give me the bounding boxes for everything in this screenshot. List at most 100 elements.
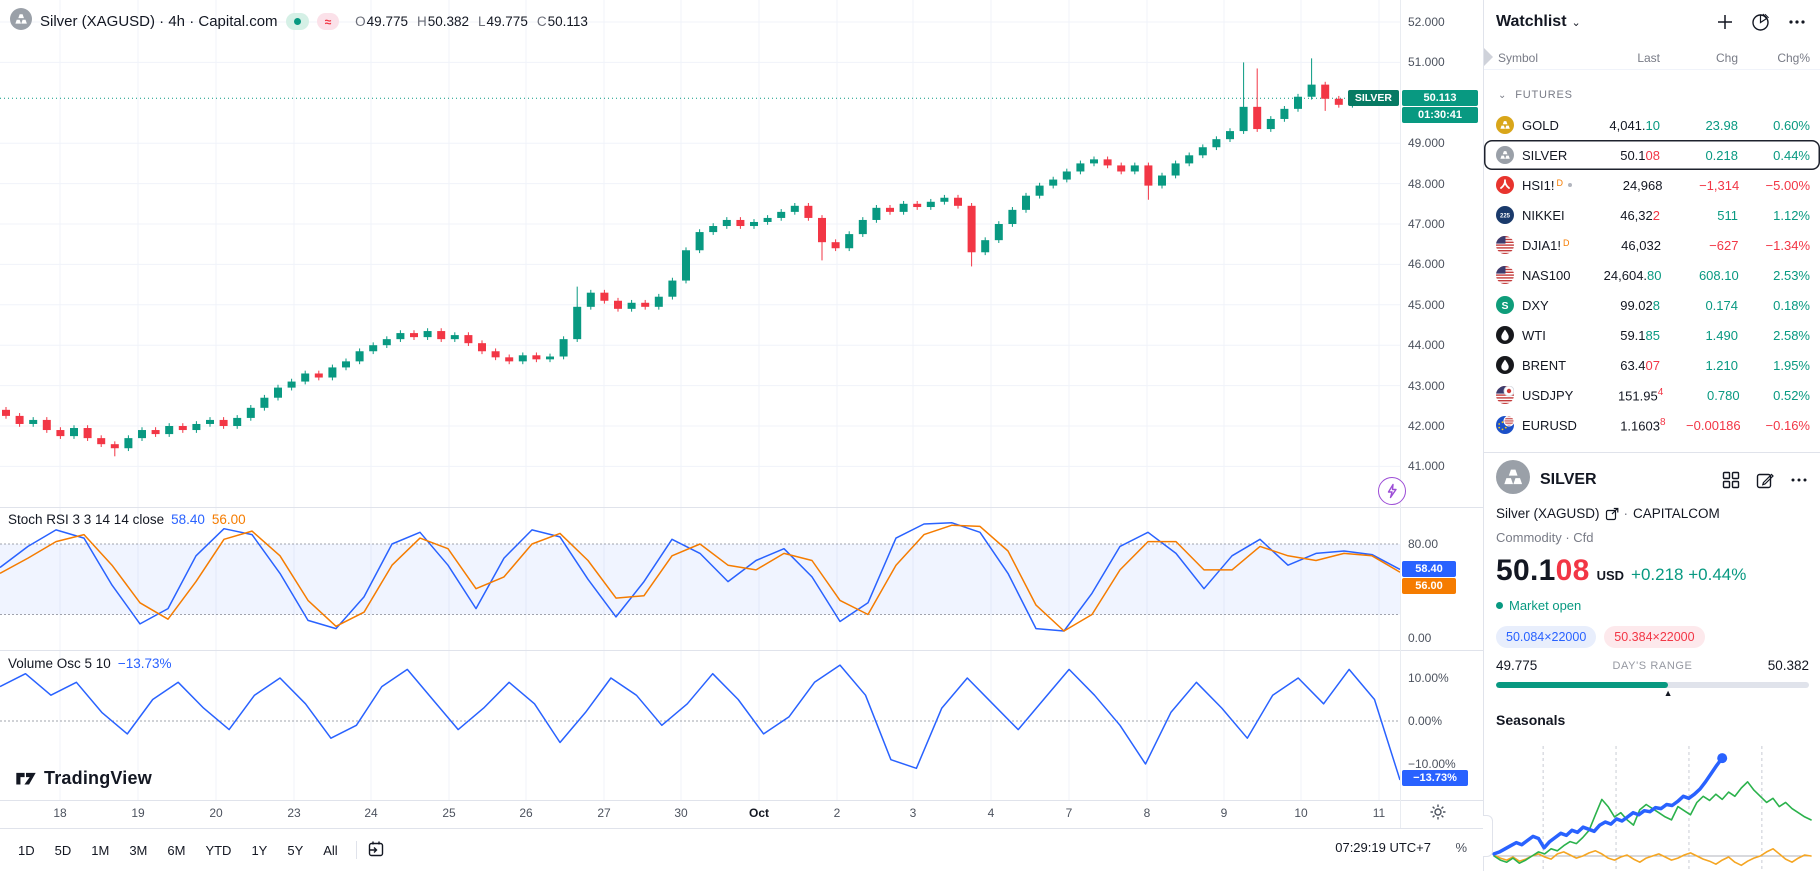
chart-region: Silver (XAGUSD) · 4h · Capital.com ≈ O49… (0, 0, 1483, 871)
watchlist-row-dxy[interactable]: S DXY 99.028 0.174 0.18% (1484, 290, 1820, 320)
pane-divider[interactable] (0, 650, 1483, 651)
range-button-1m[interactable]: 1M (91, 842, 110, 858)
timezone-clock[interactable]: 07:29:19 UTC+7 (1335, 840, 1431, 855)
ask-pill[interactable]: 50.384×22000 (1604, 626, 1705, 648)
heatmap-pie-icon[interactable] (1750, 11, 1772, 33)
price-currency: USD (1596, 568, 1625, 583)
section-futures[interactable]: ⌄ FUTURES (1484, 82, 1820, 108)
time-axis-settings-icon[interactable] (1428, 802, 1450, 824)
watchlist-symbol-name: NAS100 (1522, 267, 1571, 283)
edit-note-icon[interactable] (1755, 470, 1775, 490)
volume-osc-axis-tick: 10.00% (1408, 671, 1449, 685)
watchlist-row-nas100[interactable]: NAS100 24,604.80 608.10 2.53% (1484, 260, 1820, 290)
usflag-symbol-icon (1496, 236, 1514, 254)
time-axis-label: 24 (364, 806, 378, 820)
range-button-ytd[interactable]: YTD (205, 842, 232, 858)
time-axis-label: Oct (748, 806, 770, 820)
ohlc-item: H50.382 (416, 14, 470, 29)
watchlist-row-hsi1[interactable]: HSI1! D 24,968 −1,314 −5.00% (1484, 170, 1820, 200)
watchlist-chg: 23.98 (1705, 117, 1738, 133)
watchlist-chg-pct: 1.12% (1773, 207, 1810, 223)
instant-trading-button[interactable] (1378, 477, 1406, 505)
add-symbol-icon[interactable] (1714, 11, 1736, 33)
market-status-label: Market open (1509, 598, 1582, 613)
chevron-down-icon[interactable]: ⌄ (1571, 16, 1581, 29)
watchlist-row-wti[interactable]: WTI 59.185 1.490 2.58% (1484, 320, 1820, 350)
watchlist-title[interactable]: Watchlist (1496, 13, 1567, 30)
toolbar-divider (355, 841, 357, 859)
notification-wave-pill[interactable]: ≈ (316, 13, 340, 30)
stoch-legend[interactable]: Stoch RSI 3 3 14 14 close 58.40 56.00 (8, 512, 246, 527)
symbol-exchange[interactable]: CAPITALCOM (1633, 506, 1720, 521)
watchlist-row-silver[interactable]: SILVER 50.108 0.218 0.44% (1484, 140, 1820, 170)
watchlist-symbol-name: DXY (1522, 297, 1549, 313)
watchlist-row-brent[interactable]: BRENT 63.407 1.210 1.95% (1484, 350, 1820, 380)
stoch-rsi-canvas[interactable] (0, 507, 1400, 650)
watchlist-last: 4,041.10 (1609, 117, 1660, 133)
volume-osc-axis-tick: 0.00% (1408, 714, 1443, 728)
time-axis-label: 18 (53, 806, 67, 820)
range-button-1d[interactable]: 1D (18, 842, 35, 858)
dxy-symbol-icon: S (1496, 296, 1514, 314)
bottom-toolbar: 1D 5D 1M 3M 6M YTD 1Y 5Y All 07:29:19 UTC+7 % (0, 829, 1483, 871)
watchlist-header: Watchlist ⌄ (1484, 0, 1820, 44)
usflag-symbol-icon (1496, 266, 1514, 284)
symbol-menu-icon[interactable] (1789, 470, 1809, 490)
symbol-panel-title[interactable]: SILVER (1540, 470, 1597, 488)
seasonals-chart-canvas[interactable] (1484, 742, 1820, 871)
chart-legend-title[interactable]: Silver (XAGUSD) · 4h · Capital.com (40, 13, 278, 30)
usdjpy-symbol-icon (1496, 385, 1515, 404)
range-button-all[interactable]: All (323, 842, 338, 858)
watchlist-row-eurusd[interactable]: EURUSD 1.16038 −0.00186 −0.16% (1484, 410, 1820, 440)
range-button-6m[interactable]: 6M (167, 842, 186, 858)
volume-osc-canvas[interactable] (0, 650, 1400, 800)
ohlc-values: O49.775 H50.382 L49.775 C50.113 (355, 14, 588, 29)
price-chart-canvas[interactable] (0, 0, 1400, 507)
watchlist-menu-icon[interactable] (1786, 11, 1808, 33)
sidebar-collapse-handle[interactable] (1483, 815, 1493, 857)
oil-symbol-icon (1496, 356, 1514, 374)
flag-column-wedge-icon[interactable] (1484, 48, 1493, 66)
watchlist-chg-pct: 0.60% (1773, 117, 1810, 133)
layout-grid-icon[interactable] (1721, 470, 1741, 490)
column-chg-pct[interactable]: Chg% (1777, 50, 1810, 65)
volume-osc-axis-tick: −10.00% (1408, 757, 1456, 771)
watchlist-row-usdjpy[interactable]: USDJPY 151.954 0.780 0.52% (1484, 380, 1820, 410)
column-chg[interactable]: Chg (1715, 50, 1738, 65)
range-button-5d[interactable]: 5D (54, 842, 72, 858)
ohlc-item: C50.113 (536, 14, 588, 29)
toolbar-border (0, 828, 1483, 829)
watchlist-chg: 0.174 (1705, 297, 1738, 313)
svg-text:225: 225 (1500, 213, 1511, 219)
range-button-1y[interactable]: 1Y (251, 842, 268, 858)
external-link-icon[interactable] (1605, 507, 1619, 521)
watchlist-chg: 1.490 (1705, 327, 1738, 343)
watchlist-chg-pct: 0.44% (1773, 147, 1810, 163)
watchlist-row-djia1[interactable]: DJIA1! D 46,032 −627 −1.34% (1484, 230, 1820, 260)
watchlist-chg: 1.210 (1705, 357, 1738, 373)
range-button-3m[interactable]: 3M (129, 842, 148, 858)
stoch-label: Stoch RSI 3 3 14 14 close (8, 512, 165, 527)
pane-divider[interactable] (0, 507, 1483, 508)
status-dot-icon (1568, 183, 1573, 187)
symbol-name-text[interactable]: Silver (XAGUSD) (1496, 506, 1600, 521)
watchlist-chg: 0.780 (1707, 387, 1740, 403)
watchlist-symbol-name: WTI (1522, 327, 1546, 343)
time-axis-label: 10 (1294, 806, 1308, 820)
watchlist-chg: 511 (1717, 207, 1738, 223)
watchlist-row-nikkei[interactable]: 225 NIKKEI 46,322 511 1.12% (1484, 200, 1820, 230)
lightning-icon (1387, 483, 1397, 499)
percent-scale-toggle[interactable]: % (1455, 840, 1467, 855)
range-button-5y[interactable]: 5Y (287, 842, 304, 858)
market-open-pill[interactable] (285, 13, 309, 30)
watchlist-row-gold[interactable]: GOLD 4,041.10 23.98 0.60% (1484, 110, 1820, 140)
volume-osc-legend[interactable]: Volume Osc 5 10 −13.73% (8, 656, 171, 671)
column-last[interactable]: Last (1637, 50, 1660, 65)
time-axis-label: 25 (442, 806, 456, 820)
price-change: +0.218 +0.44% (1631, 565, 1747, 584)
column-symbol[interactable]: Symbol (1498, 50, 1539, 65)
chart-legend[interactable]: Silver (XAGUSD) · 4h · Capital.com ≈ O49… (10, 8, 588, 35)
bid-pill[interactable]: 50.084×22000 (1496, 626, 1597, 648)
tradingview-logo[interactable]: TradingView (14, 766, 152, 790)
go-to-date-icon[interactable] (365, 838, 389, 862)
